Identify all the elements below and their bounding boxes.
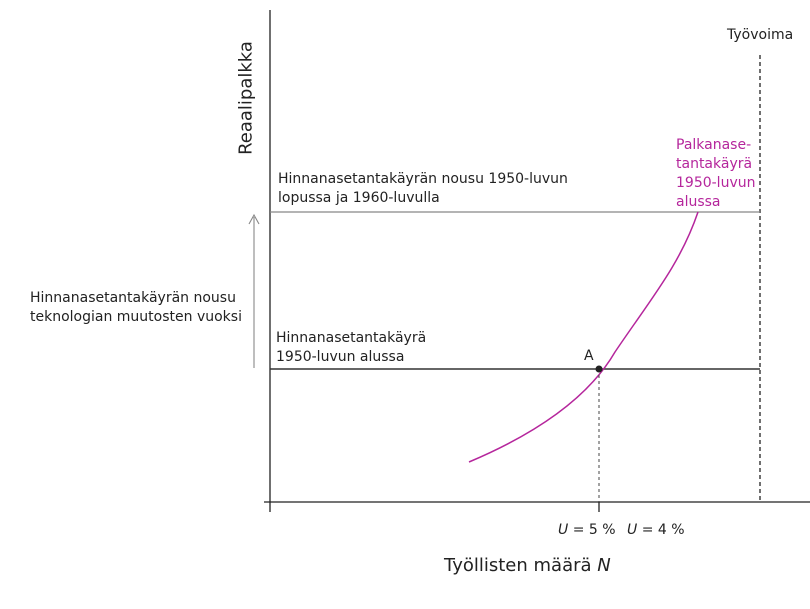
unemployment-var-2: U [627, 522, 638, 538]
unemployment-value-1: = 5 % [568, 522, 616, 538]
unemployment-label-4: U = 4 % [627, 521, 685, 540]
price-high-line-1: Hinnanasetantakäyrän nousu 1950-luvun [278, 171, 568, 187]
price-low-line-2: 1950-luvun alussa [276, 349, 405, 365]
shift-arrow-head [248, 213, 260, 225]
equilibrium-point-a [595, 365, 603, 373]
wage-setting-curve-label: Palkanase- tantakäyrä 1950-luvun alussa [676, 136, 755, 212]
shift-annotation: Hinnanasetantakäyrän nousu teknologian m… [30, 289, 242, 327]
point-a-label: A [584, 348, 594, 364]
price-setting-high-label: Hinnanasetantakäyrän nousu 1950-luvun lo… [278, 170, 568, 208]
price-high-line-2: lopussa ja 1960-luvulla [278, 190, 440, 206]
unemployment-var-1: U [558, 522, 569, 538]
shift-line-2: teknologian muutosten vuoksi [30, 309, 242, 325]
x-axis-label: Työllisten määrä N [444, 556, 611, 575]
unemployment-label-5: U = 5 % [558, 521, 616, 540]
wage-setting-curve [468, 211, 699, 463]
wage-label-line-1: Palkanase- [676, 137, 752, 153]
x-axis-label-text: Työllisten määrä [444, 555, 592, 576]
wage-label-line-3: 1950-luvun [676, 175, 756, 191]
price-low-line-1: Hinnanasetantakäyrä [276, 330, 427, 346]
wage-label-line-2: tantakäyrä [676, 156, 753, 172]
unemployment-value-2: = 4 % [637, 522, 685, 538]
y-axis-label: Reaalipalkka [235, 41, 257, 155]
labor-force-label: Työvoima [727, 27, 794, 43]
wage-label-line-4: alussa [676, 194, 721, 210]
x-axis-variable: N [597, 555, 611, 576]
price-setting-low-label: Hinnanasetantakäyrä 1950-luvun alussa [276, 329, 426, 367]
shift-line-1: Hinnanasetantakäyrän nousu [30, 290, 236, 306]
